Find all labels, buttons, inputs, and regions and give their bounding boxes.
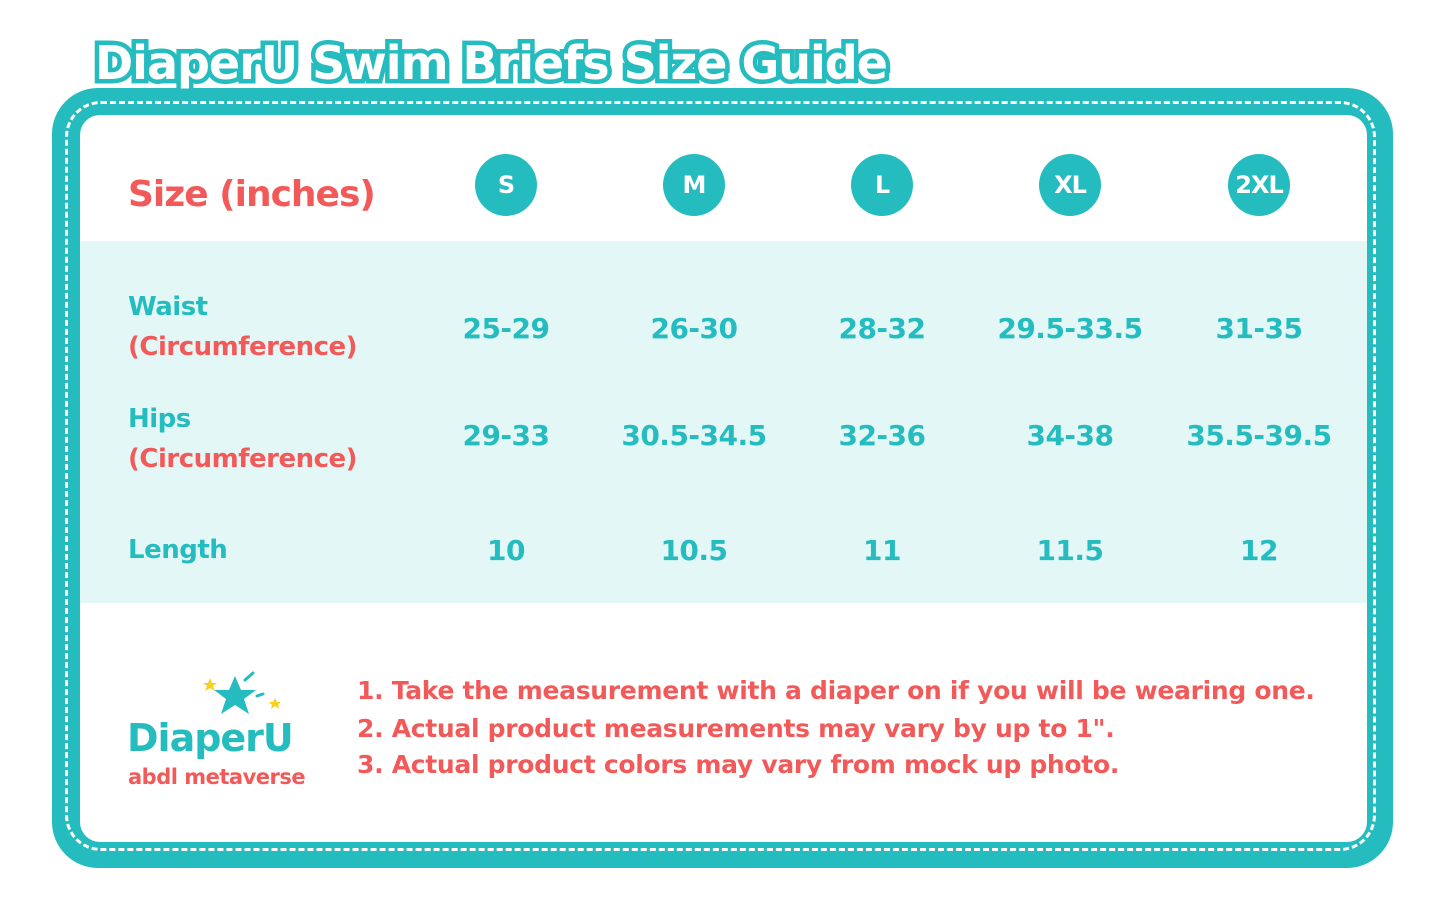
star-icon: [203, 671, 280, 714]
size-badge-s: S: [475, 154, 537, 216]
size-header-label: Size (inches): [128, 174, 376, 215]
cell-hips-s: 29-33: [462, 419, 550, 452]
table-card: [80, 115, 1367, 842]
cell-hips-l: 32-36: [838, 419, 926, 452]
cell-waist-xl: 29.5-33.5: [997, 312, 1143, 345]
size-badge-m: M: [663, 154, 725, 216]
size-badge-l: L: [851, 154, 913, 216]
row-label-text: Hips: [128, 404, 191, 434]
note-2: 2. Actual product measurements may vary …: [357, 714, 1115, 743]
cell-hips-2xl: 35.5-39.5: [1186, 419, 1332, 452]
row-sublabel: (Circumference): [128, 444, 358, 474]
row-label-text: Waist: [128, 292, 208, 322]
logo: DiaperU abdl metaverse: [125, 668, 320, 793]
row-label-hips: Hips (Circumference): [128, 399, 358, 479]
cell-length-l: 11: [863, 534, 901, 567]
note-1: 1. Take the measurement with a diaper on…: [357, 676, 1315, 705]
dashed-stitch: [65, 101, 1376, 851]
cell-hips-m: 30.5-34.5: [621, 419, 767, 452]
cell-waist-2xl: 31-35: [1215, 312, 1303, 345]
row-sublabel: (Circumference): [128, 332, 358, 362]
size-badge-xl: XL: [1039, 154, 1101, 216]
row-label-waist: Waist (Circumference): [128, 287, 358, 367]
cell-length-s: 10: [487, 534, 525, 567]
page-title: DiaperU Swim Briefs Size Guide: [91, 32, 893, 95]
cell-length-2xl: 12: [1240, 534, 1278, 567]
logo-name: DiaperU: [127, 716, 294, 760]
logo-tagline: abdl metaverse: [128, 765, 306, 789]
cell-waist-l: 28-32: [838, 312, 926, 345]
cell-waist-m: 26-30: [650, 312, 738, 345]
row-label-length: Length: [128, 530, 228, 570]
measurements-band: [80, 241, 1367, 603]
row-label-text: Length: [128, 535, 228, 565]
cell-length-xl: 11.5: [1036, 534, 1104, 567]
cell-length-m: 10.5: [660, 534, 728, 567]
size-badge-2xl: 2XL: [1228, 154, 1290, 216]
cell-waist-s: 25-29: [462, 312, 550, 345]
note-3: 3. Actual product colors may vary from m…: [357, 750, 1120, 779]
cell-hips-xl: 34-38: [1026, 419, 1114, 452]
